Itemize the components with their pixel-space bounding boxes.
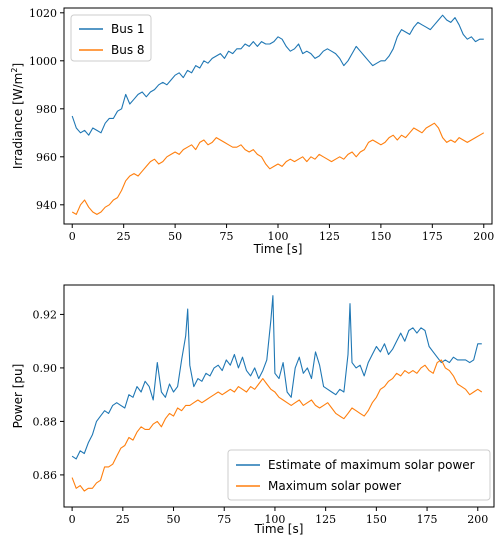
power-legend-label-estimate-of-maximum-solar-power: Estimate of maximum solar power — [268, 458, 475, 472]
power-x-tick-label: 0 — [69, 513, 76, 526]
power-x-tick-label: 175 — [417, 513, 438, 526]
irradiance-line-bus-8 — [71, 122, 485, 215]
power-legend-box — [227, 449, 491, 501]
power-y-ticks: 0.86 0.88 0.90 0.92 — [33, 308, 64, 482]
irradiance-x-tick-label: 0 — [69, 230, 76, 243]
power-chart: 0 25 50 75 100 125 150 175 200 0.860.880.900.92 … — [11, 284, 495, 536]
irradiance-y-ticks: 940 960 980 1000 1020 — [29, 7, 64, 212]
power-x-tick-label: 75 — [217, 513, 231, 526]
irradiance-y-tick-label: 980 — [36, 103, 57, 116]
power-y-tick-label: 0.86 — [33, 469, 58, 482]
irradiance-x-tick-label: 175 — [422, 230, 443, 243]
power-x-tick-label: 150 — [366, 513, 387, 526]
irradiance-y-axis-label-main: Irradiance [W/m — [11, 73, 25, 170]
power-x-tick-label: 100 — [264, 513, 285, 526]
irradiance-x-tick-label: 100 — [268, 230, 289, 243]
irradiance-y-axis-label: Irradiance [W/m2] — [10, 63, 25, 169]
power-plot-frame — [63, 284, 495, 508]
irradiance-legend: Bus 1 Bus 8 — [70, 14, 152, 62]
irradiance-legend-label-bus-1: Bus 1 — [111, 22, 145, 36]
power-y-tick-label: 0.92 — [33, 308, 58, 321]
irradiance-y-tick-label: 940 — [36, 199, 57, 212]
irradiance-x-tick-label: 150 — [370, 230, 391, 243]
irradiance-series-lines — [71, 14, 485, 215]
irradiance-x-tick-label: 25 — [117, 230, 131, 243]
power-line-maximum-solar-power — [71, 359, 483, 492]
power-x-tick-label: 50 — [167, 513, 181, 526]
power-x-tick-label: 25 — [116, 513, 130, 526]
power-series-lines — [71, 295, 483, 492]
power-x-tick-label: 125 — [315, 513, 336, 526]
power-y-tick-label: 0.90 — [33, 362, 58, 375]
irradiance-x-tick-label: 50 — [168, 230, 182, 243]
power-legend: Estimate of maximum solar power Maximum s… — [227, 449, 491, 501]
irradiance-legend-label-bus-8: Bus 8 — [111, 43, 145, 57]
power-x-ticks: 0 25 50 75 100 125 150 175 200 — [69, 507, 488, 526]
power-legend-label-maximum-solar-power: Maximum solar power — [268, 479, 401, 493]
irradiance-chart: 0 25 50 75 100 125 150 175 200 940 960 980 1000 1020… — [10, 7, 494, 256]
irradiance-x-tick-label: 75 — [220, 230, 234, 243]
irradiance-y-tick-label: 1000 — [29, 55, 57, 68]
power-y-tick-label: 0.88 — [33, 415, 58, 428]
power-y-axis-label: Power [pu] — [11, 364, 25, 429]
irradiance-x-ticks: 0 25 50 75 100 125 150 175 200 — [69, 224, 494, 243]
power-x-tick-label: 200 — [467, 513, 488, 526]
power-x-axis-label: Time [s] — [254, 522, 304, 536]
irradiance-x-tick-label: 200 — [473, 230, 494, 243]
irradiance-x-tick-label: 125 — [319, 230, 340, 243]
irradiance-y-tick-label: 1020 — [29, 7, 57, 20]
irradiance-x-axis-label: Time [s] — [253, 242, 303, 256]
power-line-estimate-of-maximum-solar-power — [71, 295, 482, 460]
irradiance-y-axis-label-close: ] — [11, 63, 25, 68]
irradiance-line-bus-1 — [71, 14, 484, 136]
irradiance-y-axis-label-superscript: 2 — [10, 68, 19, 73]
irradiance-y-tick-label: 960 — [36, 151, 57, 164]
